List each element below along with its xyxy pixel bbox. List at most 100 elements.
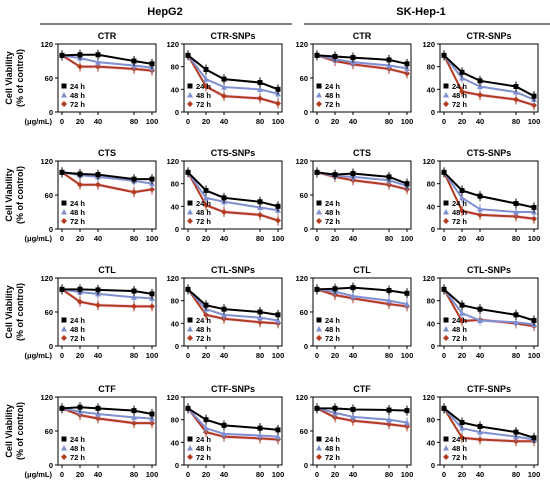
- x-tick-label: 100: [401, 470, 414, 479]
- legend-label: 72 h: [452, 334, 467, 343]
- y-tick-label: 120: [295, 40, 308, 49]
- legend-label: 72 h: [196, 453, 211, 462]
- data-point: [77, 52, 83, 58]
- x-tick-label: 0: [60, 351, 64, 360]
- y-tick-label: 80: [427, 63, 435, 72]
- data-point: [275, 217, 281, 224]
- x-tick-label: 20: [202, 351, 210, 360]
- legend-marker: [316, 83, 322, 89]
- data-point: [477, 306, 483, 312]
- data-point: [350, 293, 356, 299]
- x-tick-label: 100: [528, 351, 541, 360]
- data-point: [404, 61, 410, 67]
- data-point: [131, 294, 137, 300]
- data-point: [531, 318, 537, 323]
- x-tick-label: 40: [349, 351, 357, 360]
- data-point: [459, 420, 465, 425]
- legend-label: 24 h: [452, 199, 467, 208]
- series-line-24h: [317, 407, 408, 412]
- legend-marker: [316, 335, 322, 341]
- legend-marker: [187, 445, 193, 451]
- data-point: [513, 201, 519, 206]
- legend-label: 72 h: [325, 453, 340, 462]
- x-unit-label: (μg/mL): [25, 351, 53, 360]
- x-tick-label: 80: [385, 351, 393, 360]
- x-tick-label: 100: [528, 117, 541, 126]
- data-point: [203, 194, 209, 201]
- x-tick-label: 40: [476, 470, 484, 479]
- data-point: [257, 432, 263, 439]
- legend-marker: [61, 454, 67, 460]
- x-tick-label: 0: [186, 470, 190, 479]
- legend-marker: [61, 436, 67, 442]
- legend-marker: [187, 101, 193, 107]
- y-axis-label: Cell Viability: [4, 51, 14, 104]
- data-point: [203, 202, 209, 209]
- data-point: [477, 206, 483, 212]
- y-tick-label: 80: [171, 297, 179, 306]
- legend-label: 48 h: [325, 208, 340, 217]
- legend-label: 72 h: [452, 100, 467, 109]
- plot-frame: [183, 396, 283, 466]
- x-tick-label: 0: [315, 117, 319, 126]
- legend-marker: [443, 445, 449, 451]
- data-point: [131, 58, 137, 64]
- y-tick-label: 120: [295, 157, 308, 166]
- data-point: [477, 92, 483, 98]
- legend-label: 24 h: [325, 316, 340, 325]
- legend-marker: [443, 436, 449, 442]
- data-point: [477, 423, 483, 429]
- legend-label: 24 h: [196, 82, 211, 91]
- y-tick-label: 0: [431, 461, 435, 470]
- x-tick-label: 0: [60, 234, 64, 243]
- data-point: [59, 52, 65, 58]
- y-tick-label: 80: [171, 416, 179, 425]
- data-point: [149, 176, 155, 182]
- x-tick-label: 0: [315, 351, 319, 360]
- data-point: [203, 76, 209, 82]
- data-point: [221, 306, 227, 312]
- data-point: [386, 287, 392, 293]
- legend-label: 72 h: [325, 334, 340, 343]
- x-tick-label: 80: [256, 234, 264, 243]
- y-tick-label: 120: [166, 40, 179, 49]
- panel-title: CTF: [98, 384, 116, 394]
- data-point: [275, 317, 281, 323]
- legend-label: 72 h: [70, 334, 85, 343]
- legend-label: 72 h: [325, 217, 340, 226]
- data-point: [404, 301, 410, 307]
- data-point: [314, 286, 320, 292]
- x-tick-label: 20: [76, 234, 84, 243]
- data-point: [459, 318, 465, 325]
- y-tick-label: 40: [171, 85, 179, 94]
- data-point: [131, 420, 137, 427]
- panel-6: CTS 0 60 120 0 20 40 80 100 24 h48 h72 h: [295, 148, 413, 243]
- legend-label: 72 h: [196, 334, 211, 343]
- panel-title: CTR-SNPs: [466, 31, 511, 41]
- data-point: [477, 436, 483, 443]
- group-title-skhep1: SK-Hep-1: [396, 6, 446, 18]
- x-tick-label: 80: [130, 351, 138, 360]
- y-tick-label: 120: [166, 393, 179, 402]
- legend-marker: [443, 317, 449, 323]
- data-point: [257, 314, 263, 321]
- data-point: [386, 57, 392, 63]
- x-tick-label: 20: [331, 117, 339, 126]
- x-tick-label: 0: [442, 470, 446, 479]
- panel-title: CTR: [98, 31, 117, 41]
- panel-title: CTS: [98, 148, 116, 158]
- panel-title: CTS: [353, 148, 371, 158]
- legend-label: 24 h: [196, 435, 211, 444]
- data-point: [477, 78, 483, 84]
- legend-marker: [61, 83, 67, 89]
- legend-marker: [187, 209, 193, 215]
- group-title-hepg2: HepG2: [147, 6, 182, 18]
- data-point: [95, 287, 101, 293]
- x-tick-label: 20: [331, 470, 339, 479]
- x-tick-label: 100: [272, 351, 285, 360]
- legend-marker: [61, 92, 67, 98]
- y-tick-label: 120: [40, 274, 53, 283]
- data-point: [77, 181, 83, 188]
- x-tick-label: 100: [528, 234, 541, 243]
- y-tick-label: 120: [40, 40, 53, 49]
